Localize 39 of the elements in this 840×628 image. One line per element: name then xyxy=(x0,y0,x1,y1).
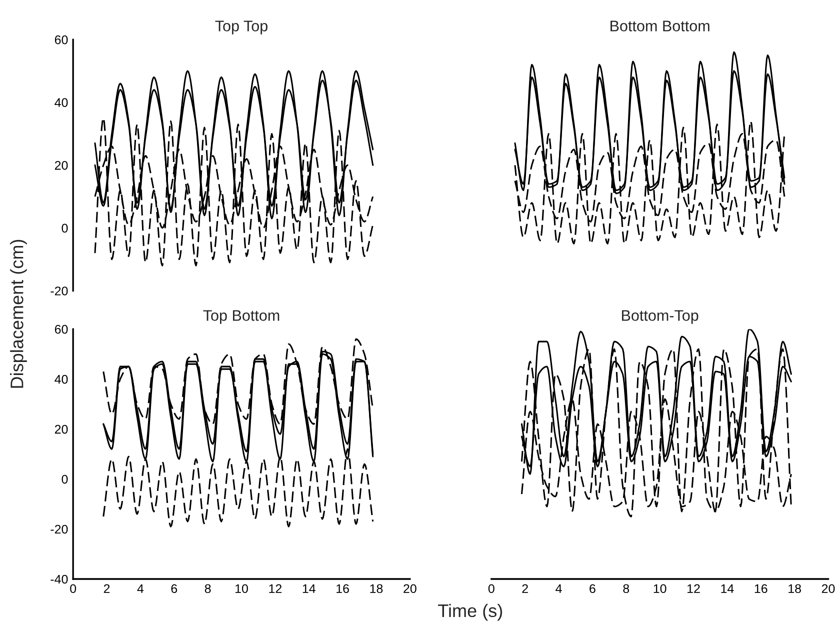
x-tick-label: 16 xyxy=(754,584,768,594)
y-tick-label: 40 xyxy=(54,374,68,384)
x-tick-label: 6 xyxy=(171,584,178,594)
y-axis-title: Displacement (cm) xyxy=(10,240,27,388)
y-tick-label: 40 xyxy=(54,98,68,108)
x-axis-title: Time (s) xyxy=(438,604,502,621)
y-tick-label: 0 xyxy=(62,474,68,484)
y-tick-label: -40 xyxy=(50,574,68,584)
x-tick-label: 14 xyxy=(302,584,316,593)
x-tick-label: 20 xyxy=(404,584,416,594)
x-tick-label: 12 xyxy=(269,584,282,593)
y-tick-label: 0 xyxy=(62,224,68,233)
x-tick-label: 14 xyxy=(721,584,734,593)
x-tick-label: 4 xyxy=(137,584,144,593)
x-tick-label: 10 xyxy=(236,584,248,594)
x-tick-label: 6 xyxy=(590,584,596,594)
chart-title: Bottom Bottom xyxy=(610,20,710,32)
x-tick-label: 18 xyxy=(788,584,801,594)
chart-title: Top Top xyxy=(215,20,268,34)
x-tick-label: 18 xyxy=(370,584,383,594)
x-tick-label: 10 xyxy=(654,584,666,594)
y-tick-label: 60 xyxy=(54,324,68,334)
x-tick-label: 12 xyxy=(688,584,700,593)
x-tick-label: 8 xyxy=(623,584,630,594)
x-tick-label: 2 xyxy=(104,584,110,593)
x-tick-label: 20 xyxy=(822,584,835,594)
y-tick-label: 20 xyxy=(54,424,68,434)
x-tick-label: 0 xyxy=(70,584,76,594)
y-tick-label: -20 xyxy=(50,286,68,296)
chart-title: Bottom-Top xyxy=(622,310,698,324)
y-tick-label: 60 xyxy=(54,35,68,44)
x-tick-label: 4 xyxy=(556,584,562,593)
x-tick-label: 16 xyxy=(336,584,349,594)
x-tick-label: 8 xyxy=(204,584,211,594)
y-tick-label: -20 xyxy=(50,524,68,534)
x-tick-label: 0 xyxy=(488,584,494,594)
chart-title: Top Bottom xyxy=(203,310,280,324)
x-tick-label: 2 xyxy=(522,584,528,593)
y-tick-label: 20 xyxy=(54,160,68,170)
